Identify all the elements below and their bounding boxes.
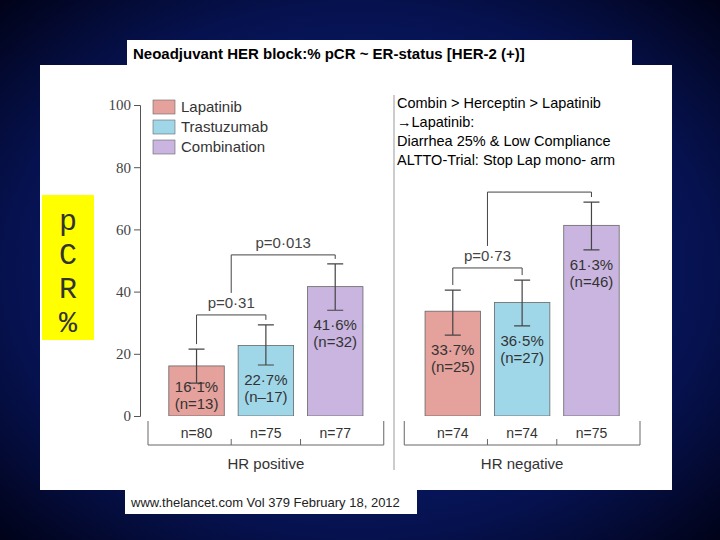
y-tick-mark: [134, 354, 140, 355]
y-tick-label: 0: [124, 408, 132, 424]
error-bar: [445, 290, 461, 335]
legend-label: Lapatinib: [181, 98, 242, 115]
total-label: n=75: [250, 425, 282, 441]
figure-panel: [40, 65, 672, 490]
source-box: [125, 490, 417, 514]
n-label: (n=25): [431, 358, 475, 375]
annotation: Combin > Herceptin > Lapatinib: [397, 95, 601, 111]
x-tick-label: HR positive: [228, 455, 305, 472]
background: [0, 0, 720, 540]
error-bar: [514, 280, 530, 326]
plot-labels: 16·1%(n=13)33·7%(n=25)22·7%(n–17)36·5%(n…: [175, 234, 614, 412]
y-tick-mark: [134, 416, 140, 417]
y-tick: 100: [109, 97, 141, 113]
legend-swatch: [153, 100, 175, 114]
comparison-bracket: [197, 315, 266, 344]
n-label: (n=13): [175, 395, 219, 412]
x-tick: HR positive: [228, 455, 305, 472]
data-label: 41·6%: [314, 316, 357, 333]
data-label: 36·5%: [500, 332, 543, 349]
y-tick-label: 60: [116, 222, 131, 238]
total-label: n=80: [181, 425, 213, 441]
y-tick-mark: [134, 167, 140, 168]
y-tick-label: 40: [116, 284, 131, 300]
title: Neoadjuvant HER block:% pCR ~ ER-status …: [133, 45, 525, 62]
y-axis: 0 20 40 60 80 100: [109, 97, 141, 424]
annotation: ALTTO-Trial: Stop Lap mono- arm: [397, 152, 615, 168]
total-label: n=75: [576, 425, 608, 441]
n-label: (n=27): [500, 349, 544, 366]
annotation: Diarrhea 25% & Low Compliance: [397, 133, 611, 149]
legend-label: Combination: [181, 138, 265, 155]
ylabel-box: [42, 195, 94, 340]
y-tick: 40: [116, 284, 140, 300]
error-bar: [327, 264, 343, 310]
legend-swatch: [153, 140, 175, 154]
n-label: (n–17): [244, 388, 287, 405]
y-tick: 20: [116, 346, 140, 362]
y-label: pCR%: [59, 205, 78, 341]
error-bar: [583, 202, 599, 250]
comparison-bracket: [453, 268, 522, 285]
total-bracket: [148, 421, 384, 445]
totals: n=80 n=75 n=77 n=74 n=74 n=75: [148, 421, 640, 445]
comparison-bracket: [231, 255, 335, 293]
y-tick: 80: [116, 160, 140, 176]
y-tick: 0: [124, 408, 141, 424]
group-separator: [394, 95, 395, 470]
n-label: (n=46): [570, 273, 614, 290]
data-label: 61·3%: [570, 256, 613, 273]
error-bar: [258, 325, 274, 365]
legend-swatch: [153, 120, 175, 134]
legend: Lapatinib Trastuzumab Combination: [153, 98, 268, 155]
p-value: p=0·73: [464, 247, 511, 264]
title-box: [127, 40, 632, 67]
legend-item: Lapatinib: [153, 98, 242, 115]
total-bracket: [404, 421, 640, 445]
plot-marks: [169, 192, 619, 416]
y-tick: 60: [116, 222, 140, 238]
y-axis-line: [134, 106, 141, 417]
n-label: (n=32): [313, 333, 357, 350]
data-label: 16·1%: [175, 378, 218, 395]
y-tick-label: 20: [116, 346, 131, 362]
annotation: →Lapatinib:: [397, 114, 474, 130]
legend-item: Trastuzumab: [153, 118, 268, 135]
x-tick-label: HR negative: [481, 455, 564, 472]
total-label: n=77: [319, 425, 351, 441]
legend-item: Combination: [153, 138, 265, 155]
y-tick-label: 100: [109, 97, 132, 113]
p-value: p=0·31: [208, 294, 255, 311]
x-axis: HR positive HR negative: [228, 455, 564, 472]
bar: [564, 225, 619, 416]
comparison-bracket: [487, 192, 591, 246]
y-tick-mark: [134, 229, 140, 230]
source: www.thelancet.com Vol 379 February 18, 2…: [130, 495, 400, 510]
data-label: 33·7%: [431, 341, 474, 358]
total-label: n=74: [506, 425, 538, 441]
data-label: 22·7%: [244, 371, 287, 388]
p-value: p=0·013: [255, 234, 310, 251]
y-tick-label: 80: [116, 160, 131, 176]
legend-label: Trastuzumab: [181, 118, 268, 135]
y-tick-mark: [134, 105, 140, 106]
slide: Neoadjuvant HER block:% pCR ~ ER-status …: [0, 0, 720, 540]
total-label: n=74: [437, 425, 469, 441]
y-tick-mark: [134, 292, 140, 293]
x-tick: HR negative: [481, 455, 564, 472]
